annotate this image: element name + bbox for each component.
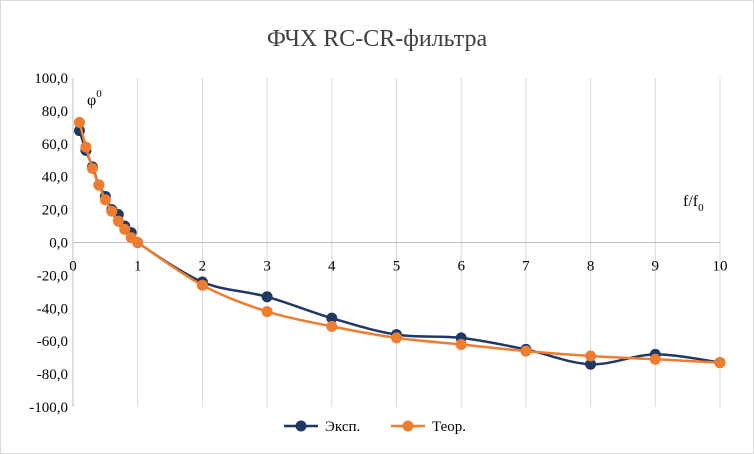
data-point: [649, 353, 661, 365]
y-tick-label: 40,0: [42, 170, 68, 186]
legend-marker: [295, 420, 307, 432]
data-point: [261, 291, 273, 303]
x-tick-label: 6: [457, 259, 465, 275]
x-tick-label: 9: [652, 259, 660, 275]
y-tick-label: -80,0: [37, 367, 68, 383]
chart-title: ФЧХ RC-CR-фильтра: [267, 26, 488, 52]
y-tick-label: 20,0: [42, 203, 68, 219]
x-tick-label: 5: [393, 259, 401, 275]
series-line-1: [78, 130, 721, 366]
tick-labels: 0 1 2 3 4 5 6 7 8 9 10 100,0 80,0 60,0 40,0 20,0 0,0 -20,…: [29, 71, 727, 416]
data-point: [93, 179, 105, 191]
y-axis-label: φ0: [87, 88, 102, 109]
y-tick-label: 60,0: [42, 137, 68, 153]
y-tick-label: 0,0: [49, 236, 68, 252]
y-tick-label: -40,0: [37, 301, 68, 317]
x-axis-label-subscript: 0: [698, 202, 704, 214]
series-1: [73, 125, 726, 370]
x-tick-label: 3: [263, 259, 271, 275]
x-tick-label: 10: [713, 259, 728, 275]
series-2: [73, 116, 726, 369]
data-point: [326, 312, 338, 324]
x-tick-label: 1: [134, 259, 142, 275]
x-tick-label: 2: [199, 259, 207, 275]
legend-marker: [402, 420, 414, 432]
legend-item-1: Эксп.: [284, 419, 360, 435]
data-point: [326, 320, 338, 332]
data-point: [520, 345, 532, 357]
data-point: [80, 141, 92, 153]
x-tick-label: 0: [69, 259, 77, 275]
y-tick-label: 80,0: [42, 104, 68, 120]
series-layer: [73, 116, 726, 370]
data-point: [261, 306, 273, 318]
axes: [72, 78, 720, 407]
x-axis-label-text: f/f: [683, 193, 699, 210]
legend-label: Теор.: [432, 419, 466, 435]
data-point: [196, 279, 208, 291]
legend: Эксп. Теор.: [284, 419, 466, 435]
data-point: [86, 162, 98, 174]
data-point: [112, 215, 124, 227]
y-axis-label-superscript: 0: [96, 88, 102, 100]
data-point: [585, 350, 597, 362]
y-tick-label: -60,0: [37, 334, 68, 350]
data-point: [99, 194, 111, 206]
data-point: [714, 357, 726, 369]
y-tick-label: -100,0: [29, 400, 68, 416]
x-tick-label: 8: [587, 259, 595, 275]
data-point: [585, 358, 597, 370]
legend-label: Эксп.: [325, 419, 360, 435]
data-point: [73, 116, 85, 128]
data-point: [455, 338, 467, 350]
x-tick-label: 7: [522, 259, 530, 275]
y-axis-label-text: φ: [87, 92, 96, 109]
x-axis-label: f/f0: [683, 193, 704, 214]
data-point: [391, 332, 402, 344]
data-point: [106, 205, 118, 217]
y-tick-label: 100,0: [34, 71, 68, 87]
y-tick-label: -20,0: [37, 268, 68, 284]
legend-item-2: Теор.: [391, 419, 466, 435]
data-point: [132, 237, 144, 248]
data-point: [119, 223, 131, 235]
x-tick-label: 4: [328, 259, 336, 275]
